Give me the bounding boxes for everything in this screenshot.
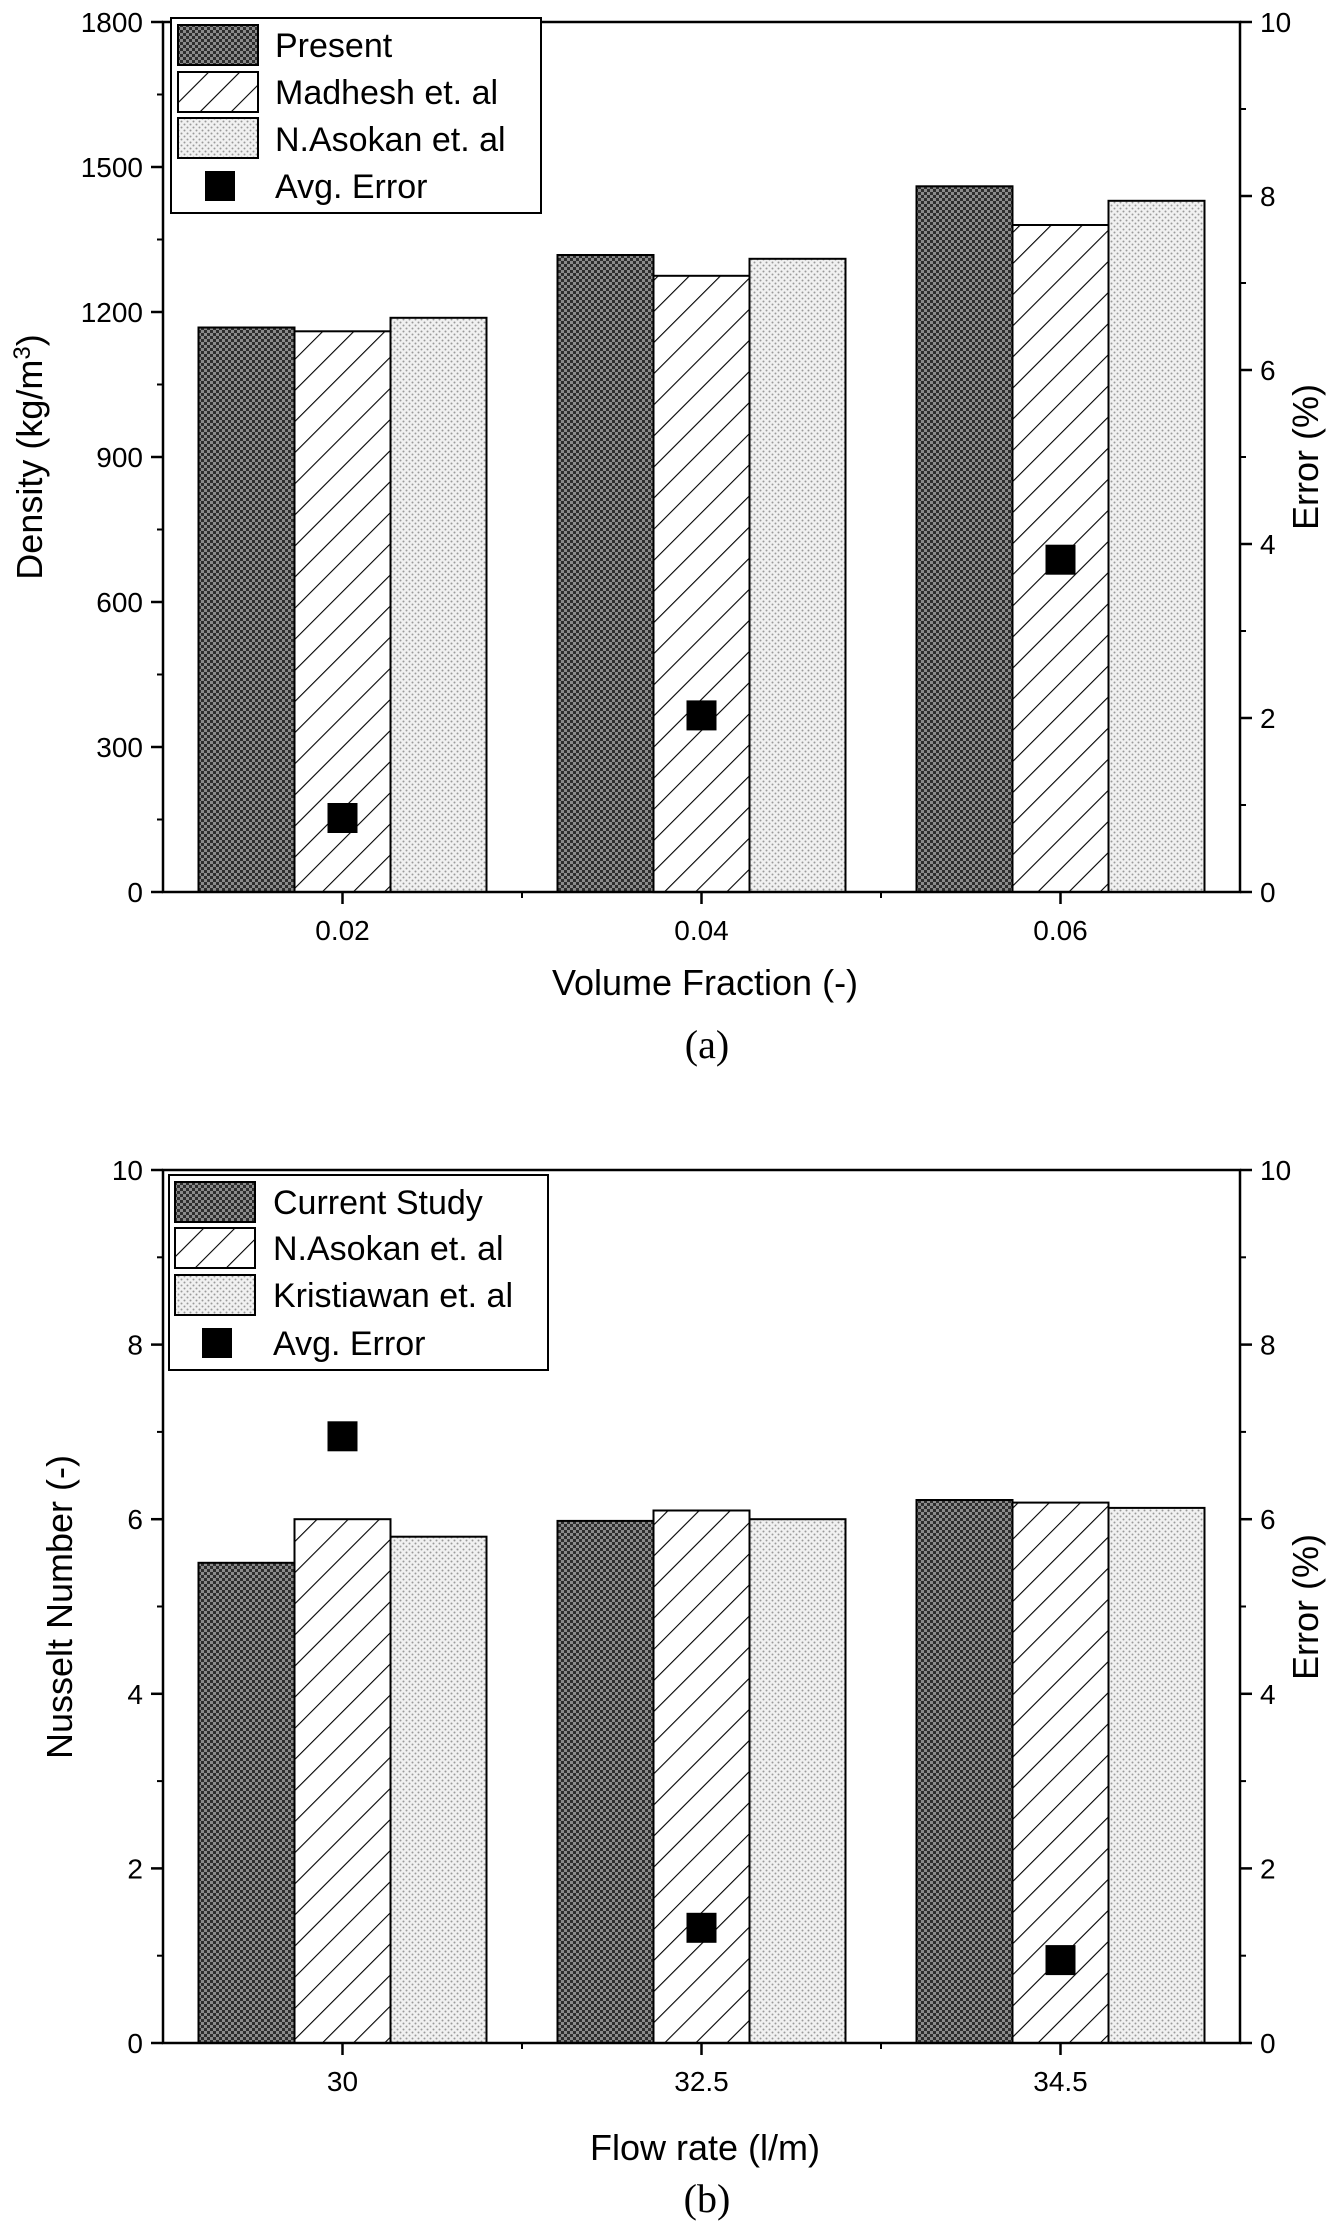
legend-label-current-study: Current Study [273, 1184, 483, 1222]
x-tick-label-b-0: 30 [327, 2066, 358, 2097]
error-marker-a-c1 [686, 700, 717, 731]
bar-b-s0-c1 [556, 1519, 655, 2044]
bar-b-s2-c1 [748, 1518, 847, 2044]
legend-label-avg-error-b: Avg. Error [273, 1325, 425, 1363]
panel-b-ticks: 0 2 4 6 8 10 0 2 4 6 8 10 30 32.5 34.5 [112, 1155, 1291, 2097]
bar-b-s2-c2 [1107, 1506, 1206, 2044]
y-tick-label-b-1: 2 [127, 1853, 143, 1884]
bar-a-s2-c1 [748, 257, 847, 893]
bar-a-s0-c2 [915, 185, 1014, 894]
legend-swatch-madhesh [177, 71, 259, 113]
bar-a-s1-c1 [652, 274, 751, 894]
legend-swatch-kristiawan [174, 1274, 256, 1316]
x-tick-label-a-0: 0.02 [315, 915, 370, 946]
error-marker-a-c2 [1045, 544, 1076, 575]
panel-b-x-axis-title: Flow rate (l/m) [590, 2127, 820, 2168]
panel-b-marks [197, 1421, 1206, 2045]
y-tick-label-b-4: 8 [127, 1330, 143, 1361]
panel-b-legend: Current Study N.Asokan et. al Kristiawan… [168, 1174, 549, 1371]
legend-swatch-asokan [177, 117, 259, 159]
legend-swatch-present [177, 24, 259, 66]
y2-tick-label-b-2: 4 [1260, 1679, 1276, 1710]
y-tick-label-a-6: 1800 [81, 7, 143, 38]
x-tick-label-b-1: 32.5 [674, 2066, 729, 2097]
bar-a-s0-c0 [197, 326, 296, 893]
x-tick-label-a-1: 0.04 [674, 915, 729, 946]
bar-a-s2-c0 [389, 316, 488, 893]
y2-tick-label-b-3: 6 [1260, 1504, 1276, 1535]
panel-a: 0 300 600 900 1200 1500 1800 0 2 4 6 8 10 0.02 0.04 0.0… [9, 7, 1326, 1067]
panel-a-y-title-sup: 3 [9, 346, 36, 359]
error-marker-b-c2 [1045, 1945, 1076, 1976]
y-tick-label-b-5: 10 [112, 1155, 143, 1186]
bar-b-s1-c1 [652, 1509, 751, 2044]
legend-swatch-asokan-b [174, 1227, 256, 1269]
legend-label-avg-error: Avg. Error [275, 168, 427, 206]
panel-b-caption: (b) [684, 2176, 731, 2221]
y2-tick-label-a-2: 4 [1260, 529, 1276, 560]
bar-b-s0-c0 [197, 1561, 296, 2045]
error-marker-a-c0 [327, 803, 358, 833]
bar-b-s0-c2 [915, 1499, 1014, 2044]
bar-b-s2-c0 [389, 1535, 488, 2044]
y-tick-label-a-2: 600 [96, 587, 143, 618]
y-tick-label-a-3: 900 [96, 442, 143, 473]
panel-a-ticks: 0 300 600 900 1200 1500 1800 0 2 4 6 8 10 0.02 0.04 0.0… [81, 7, 1291, 946]
x-tick-label-a-2: 0.06 [1033, 915, 1088, 946]
x-tick-label-b-2: 34.5 [1033, 2066, 1088, 2097]
y2-tick-label-a-3: 6 [1260, 355, 1276, 386]
y-tick-label-a-5: 1500 [81, 152, 143, 183]
panel-a-x-axis-title: Volume Fraction (-) [552, 962, 858, 1003]
legend-label-asokan-b: N.Asokan et. al [273, 1230, 504, 1268]
panel-a-y-title-main: Density (kg/m [9, 360, 50, 580]
y2-tick-label-b-0: 0 [1260, 2028, 1276, 2059]
bar-a-s1-c0 [293, 330, 392, 893]
legend-label-present: Present [275, 27, 393, 65]
y-tick-label-b-0: 0 [127, 2028, 143, 2059]
bar-a-s0-c1 [556, 254, 655, 893]
y-tick-label-b-2: 4 [127, 1679, 143, 1710]
y2-tick-label-a-1: 2 [1260, 703, 1276, 734]
legend-label-madhesh: Madhesh et. al [275, 74, 498, 112]
panel-a-y-axis-title: Density (kg/m3) [9, 334, 50, 579]
y2-tick-label-a-5: 10 [1260, 7, 1291, 38]
y-tick-label-b-3: 6 [127, 1504, 143, 1535]
panel-b-y-axis-title: Nusselt Number (-) [39, 1455, 80, 1759]
y-tick-label-a-4: 1200 [81, 297, 143, 328]
panel-a-y2-axis-title: Error (%) [1285, 384, 1326, 530]
panel-a-marks [197, 185, 1206, 894]
error-marker-b-c0 [327, 1421, 358, 1452]
legend-label-asokan: N.Asokan et. al [275, 121, 506, 159]
y2-tick-label-b-5: 10 [1260, 1155, 1291, 1186]
panel-a-legend: Present Madhesh et. al N.Asokan et. al A… [170, 17, 542, 214]
legend-marker-avg-error [205, 171, 235, 201]
bar-b-s1-c0 [293, 1518, 392, 2044]
panel-a-y-title-end: ) [9, 334, 50, 346]
legend-swatch-current-study [174, 1181, 256, 1223]
error-marker-b-c1 [686, 1912, 717, 1943]
panel-a-caption: (a) [685, 1022, 729, 1067]
y2-tick-label-a-0: 0 [1260, 877, 1276, 908]
legend-marker-avg-error-b [202, 1328, 232, 1358]
y-tick-label-a-0: 0 [127, 877, 143, 908]
bar-a-s2-c2 [1107, 199, 1206, 894]
panel-b-y2-axis-title: Error (%) [1285, 1534, 1326, 1680]
y-tick-label-a-1: 300 [96, 732, 143, 763]
y2-tick-label-a-4: 8 [1260, 181, 1276, 212]
panel-b: 0 2 4 6 8 10 0 2 4 6 8 10 30 32.5 34.5 Current Study N… [39, 1155, 1326, 2221]
legend-label-kristiawan: Kristiawan et. al [273, 1277, 513, 1315]
y2-tick-label-b-1: 2 [1260, 1853, 1276, 1884]
y2-tick-label-b-4: 8 [1260, 1330, 1276, 1361]
